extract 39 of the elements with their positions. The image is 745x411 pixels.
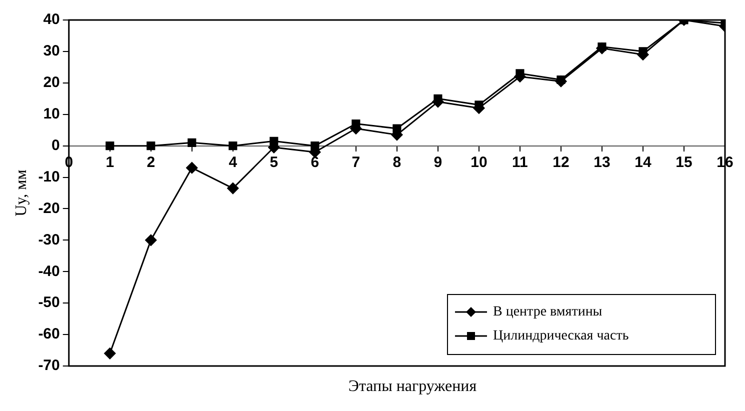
x-tick-label: 10 bbox=[470, 154, 488, 171]
point bbox=[228, 142, 238, 150]
x-tick-label: 12 bbox=[552, 154, 570, 171]
x-tick-label: 11 bbox=[512, 154, 528, 171]
x-tick-label: 13 bbox=[594, 154, 610, 171]
point bbox=[145, 234, 157, 246]
legend-label: В центре вмятины bbox=[493, 304, 603, 320]
point bbox=[555, 76, 567, 88]
y-tick-label: 20 bbox=[43, 74, 60, 92]
x-tick-label: 4 bbox=[228, 154, 238, 171]
y-tick-label: -40 bbox=[38, 262, 60, 280]
y-axis-title: Uy, мм bbox=[12, 170, 30, 216]
point bbox=[188, 138, 196, 147]
y-tick-label: -60 bbox=[38, 326, 60, 343]
y-tick-label: 30 bbox=[43, 42, 60, 60]
point bbox=[227, 182, 239, 194]
y-tick-label: 0 bbox=[52, 136, 60, 154]
x-tick-label: 2 bbox=[146, 154, 156, 171]
y-tick-label: -70 bbox=[38, 357, 60, 374]
x-tick-label: 1 bbox=[106, 154, 114, 171]
y-tick-label: 40 bbox=[43, 11, 60, 28]
point bbox=[596, 42, 608, 54]
x-tick-label: 7 bbox=[352, 154, 360, 171]
legend-label: Цилиндрическая часть bbox=[493, 328, 629, 344]
y-tick-label: -50 bbox=[38, 294, 60, 312]
y-tick-label: -20 bbox=[38, 200, 60, 217]
point bbox=[186, 162, 198, 174]
x-axis-title: Этапы нагружения bbox=[347, 378, 478, 396]
x-tick-label: 6 bbox=[310, 154, 320, 171]
y-tick-label: -10 bbox=[38, 168, 60, 186]
x-tick-label: 8 bbox=[392, 154, 402, 171]
x-tick-label: 15 bbox=[676, 154, 692, 171]
point bbox=[104, 348, 116, 360]
x-tick-label: 5 bbox=[270, 154, 278, 171]
x-tick-label: 9 bbox=[434, 154, 442, 171]
y-tick-label: 10 bbox=[43, 106, 60, 123]
point bbox=[146, 142, 156, 150]
x-tick-label: 14 bbox=[634, 154, 652, 171]
y-tick-label: -30 bbox=[38, 231, 60, 248]
